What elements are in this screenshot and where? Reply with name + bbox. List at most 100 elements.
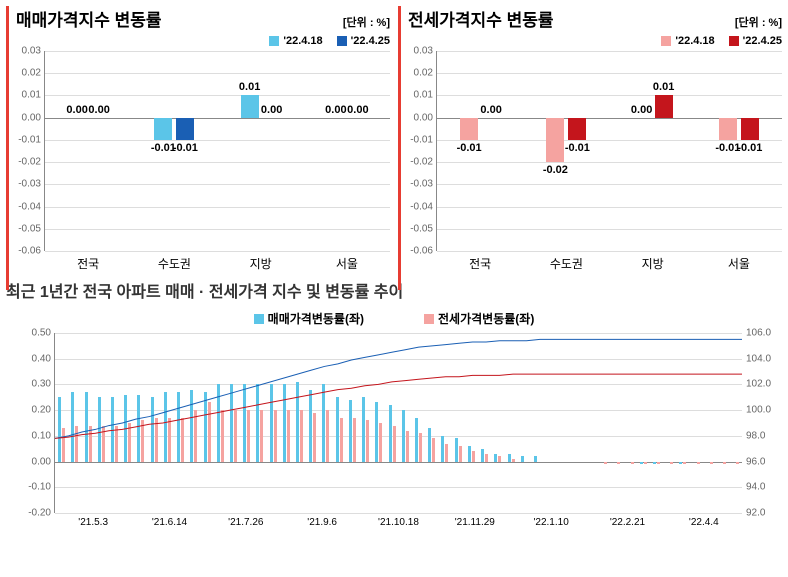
trend-bar bbox=[309, 390, 312, 462]
trend-bar bbox=[234, 410, 237, 461]
trend-bar bbox=[697, 462, 700, 465]
trend-bar bbox=[230, 384, 233, 461]
legend: 매매가격변동률(좌) 전세가격변동률(좌) bbox=[6, 310, 782, 327]
x-tick-label: '21.9.6 bbox=[284, 517, 360, 528]
trend-bar bbox=[362, 397, 365, 461]
trend-bar bbox=[604, 462, 607, 465]
bar-slot bbox=[676, 333, 689, 513]
trend-bar bbox=[710, 462, 713, 465]
y-tick-label: -0.04 bbox=[18, 201, 45, 212]
trend-chart: 0.500.400.300.200.100.00-0.10-0.20106.01… bbox=[54, 333, 742, 513]
bar-slot bbox=[293, 333, 306, 513]
trend-bar bbox=[534, 456, 537, 461]
trend-bar bbox=[111, 397, 114, 461]
y-tick-label: -0.01 bbox=[18, 134, 45, 145]
bar-slot bbox=[253, 333, 266, 513]
bar-slot bbox=[385, 333, 398, 513]
legend-label: '22.4.25 bbox=[351, 35, 390, 47]
y-tick-label: 0.03 bbox=[414, 46, 437, 57]
bar-value-label: 0.00 bbox=[631, 104, 652, 116]
x-category-label: 전국 bbox=[469, 255, 491, 272]
gridline bbox=[437, 251, 782, 252]
y-tick-left: 0.40 bbox=[32, 353, 55, 364]
bar-slot bbox=[478, 333, 491, 513]
trend-bar bbox=[653, 462, 656, 465]
bar-slot bbox=[161, 333, 174, 513]
accent-bar bbox=[6, 6, 9, 290]
bar-slot bbox=[504, 333, 517, 513]
bar bbox=[460, 118, 478, 140]
bar-slot bbox=[597, 333, 610, 513]
trend-bar bbox=[194, 410, 197, 461]
bar-group: -0.02-0.01수도권 bbox=[523, 51, 609, 251]
y-tick-label: -0.03 bbox=[410, 179, 437, 190]
bar-pair: 0.000.00 bbox=[68, 51, 108, 251]
trend-bar bbox=[124, 395, 127, 462]
x-category-label: 지방 bbox=[250, 255, 272, 272]
legend: '22.4.18'22.4.25 bbox=[408, 35, 782, 47]
x-tick-label: '21.10.18 bbox=[360, 517, 436, 528]
bar bbox=[546, 118, 564, 162]
trend-bar bbox=[177, 392, 180, 461]
bar-pair: -0.01-0.01 bbox=[719, 51, 759, 251]
bar-slot bbox=[55, 333, 68, 513]
legend-swatch bbox=[424, 314, 434, 324]
bar-group: -0.01-0.01수도권 bbox=[131, 51, 217, 251]
x-tick-label: '21.7.26 bbox=[208, 517, 284, 528]
trend-bar bbox=[102, 426, 105, 462]
bar-value-label: 0.01 bbox=[239, 81, 260, 93]
trend-bar bbox=[670, 462, 673, 465]
y-tick-label: -0.03 bbox=[18, 179, 45, 190]
legend-label: 전세가격변동률(좌) bbox=[438, 310, 534, 327]
trend-bar bbox=[62, 428, 65, 461]
trend-bar bbox=[313, 413, 316, 462]
bar-slot bbox=[200, 333, 213, 513]
trend-bar bbox=[141, 420, 144, 461]
bar-slot bbox=[650, 333, 663, 513]
bar-slot bbox=[148, 333, 161, 513]
bar-slot bbox=[610, 333, 623, 513]
y-tick-right: 96.0 bbox=[742, 456, 765, 467]
bar-value-label: -0.01 bbox=[737, 142, 762, 154]
bar-slot bbox=[319, 333, 332, 513]
bar-slot bbox=[280, 333, 293, 513]
bar-slot bbox=[557, 333, 570, 513]
bar-value-label: 0.00 bbox=[88, 104, 109, 116]
trend-bar bbox=[512, 459, 515, 462]
bar-group: 0.010.00지방 bbox=[218, 51, 304, 251]
bar-slot bbox=[584, 333, 597, 513]
bar bbox=[154, 118, 172, 140]
y-tick-right: 98.0 bbox=[742, 430, 765, 441]
y-tick-label: -0.05 bbox=[18, 223, 45, 234]
trend-bar bbox=[428, 428, 431, 461]
bar-value-label: -0.01 bbox=[173, 142, 198, 154]
panel-title: 매매가격지수 변동률 bbox=[16, 6, 161, 31]
bar bbox=[655, 95, 673, 117]
y-tick-label: -0.01 bbox=[410, 134, 437, 145]
bar bbox=[741, 118, 759, 140]
gridline bbox=[55, 513, 742, 514]
trend-bar bbox=[283, 384, 286, 461]
legend-item: 매매가격변동률(좌) bbox=[254, 310, 364, 327]
bar-slot bbox=[187, 333, 200, 513]
bar bbox=[241, 95, 259, 117]
trend-bar bbox=[221, 410, 224, 461]
trend-bar bbox=[322, 384, 325, 461]
trend-bar bbox=[115, 426, 118, 462]
bar-slot bbox=[81, 333, 94, 513]
bar-slot bbox=[531, 333, 544, 513]
bar-group: 0.000.01지방 bbox=[610, 51, 696, 251]
bar-slot bbox=[95, 333, 108, 513]
bar-group: 0.000.00전국 bbox=[45, 51, 131, 251]
gridline bbox=[45, 251, 390, 252]
bar-slot bbox=[729, 333, 742, 513]
bar-group: -0.01-0.01서울 bbox=[696, 51, 782, 251]
trend-bar bbox=[98, 397, 101, 461]
trend-bar bbox=[340, 418, 343, 462]
legend-swatch bbox=[269, 36, 279, 46]
bar-slot bbox=[623, 333, 636, 513]
y-tick-label: 0.00 bbox=[22, 112, 45, 123]
trend-bar bbox=[498, 456, 501, 461]
trend-bar bbox=[137, 395, 140, 462]
bar-slot bbox=[306, 333, 319, 513]
